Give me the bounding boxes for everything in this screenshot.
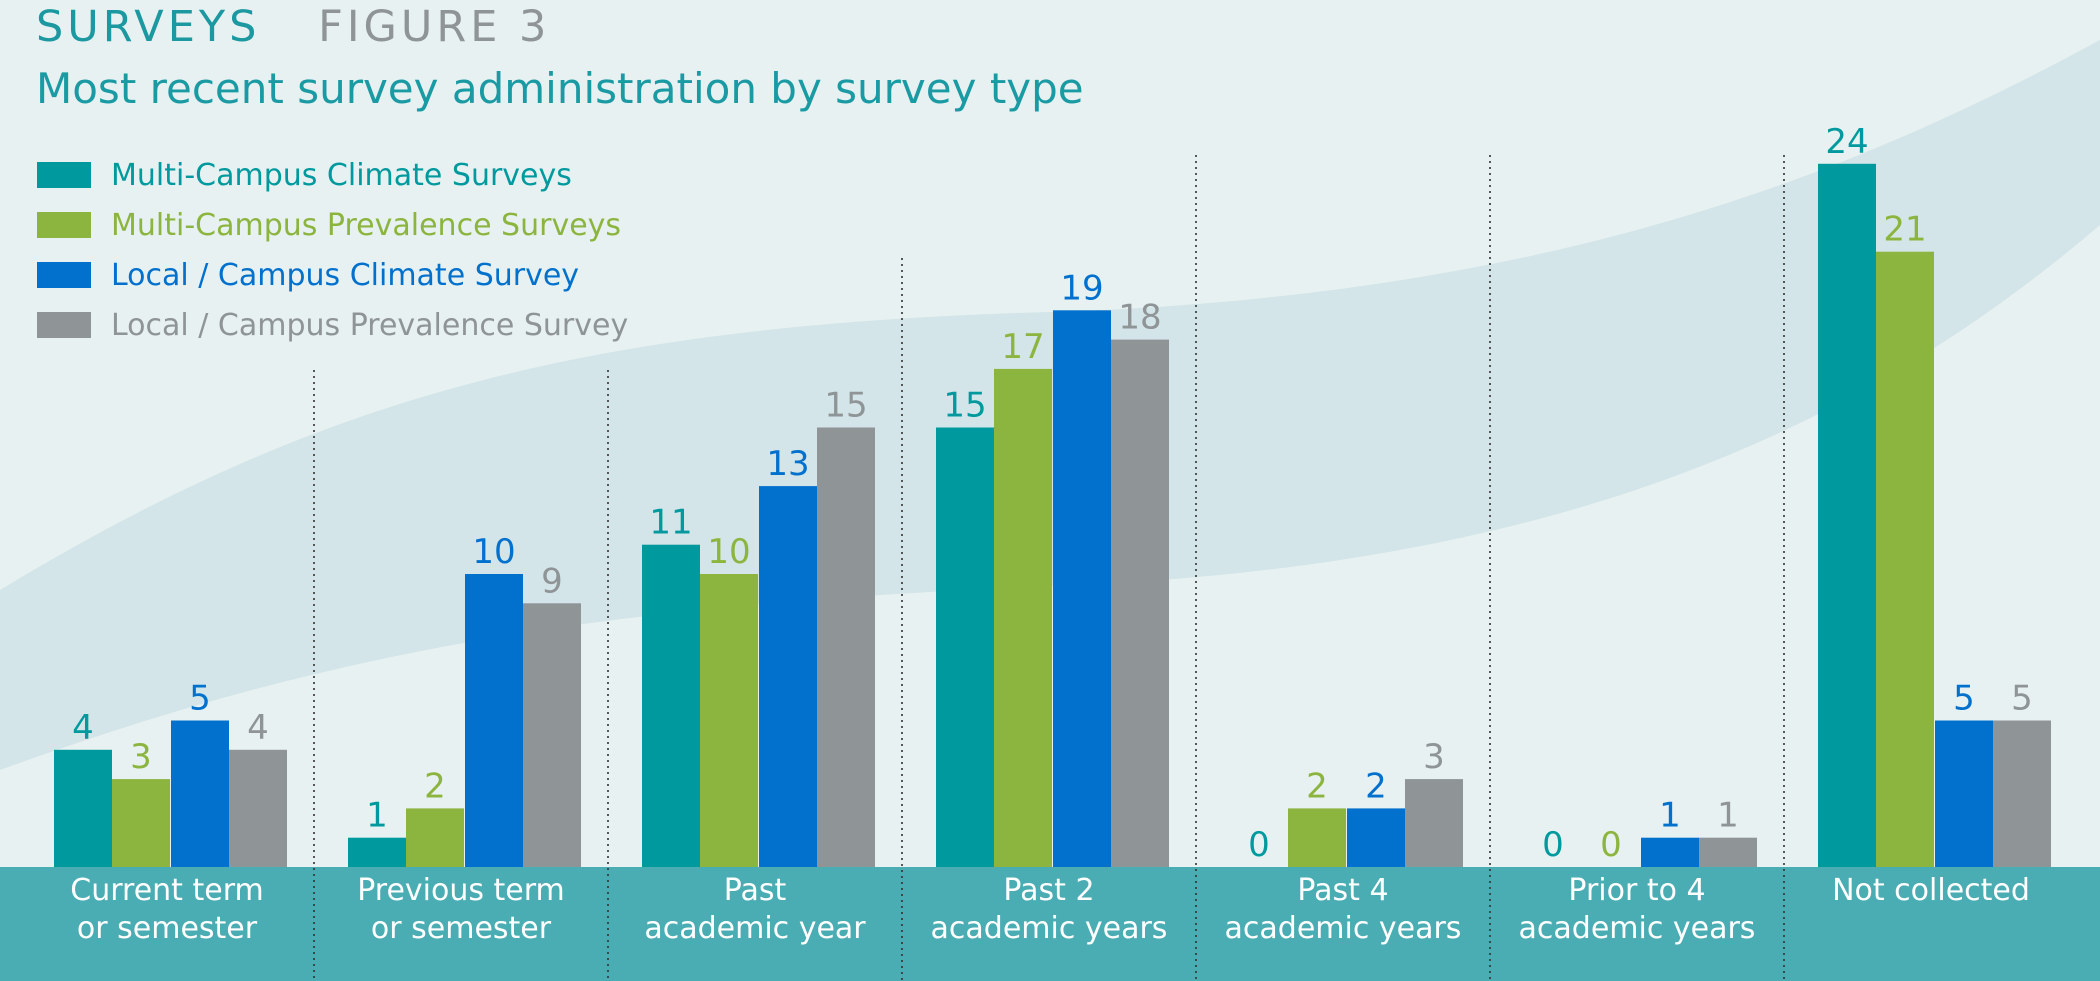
- bar-value-label: 1: [366, 796, 388, 836]
- bar: [994, 368, 1052, 867]
- bar: [1818, 163, 1876, 868]
- figure-number: FIGURE 3: [318, 2, 551, 52]
- bar: [1053, 310, 1111, 867]
- bar: [1288, 808, 1346, 867]
- legend-label: Local / Campus Climate Survey: [111, 257, 580, 293]
- bar-value-label: 5: [189, 679, 211, 719]
- bar: [1641, 837, 1699, 867]
- bar: [406, 808, 464, 867]
- category-label: Current term or semester: [70, 873, 263, 946]
- bar-value-label: 24: [1825, 122, 1868, 162]
- legend-item: Local / Campus Climate Survey: [37, 250, 628, 300]
- bar-value-label: 0: [1542, 825, 1564, 865]
- bar-value-label: 10: [707, 532, 750, 572]
- bar: [1405, 779, 1463, 867]
- bar-value-label: 2: [1365, 766, 1387, 806]
- bar-value-label: 15: [943, 386, 986, 426]
- legend-swatch: [37, 212, 91, 238]
- legend-item: Local / Campus Prevalence Survey: [37, 300, 628, 350]
- bar-value-label: 19: [1060, 268, 1103, 308]
- legend-item: Multi-Campus Prevalence Surveys: [37, 200, 628, 250]
- section-label: SURVEYS: [36, 2, 261, 52]
- category-dividers: [313, 155, 1785, 981]
- legend-swatch: [37, 312, 91, 338]
- bar-value-label: 3: [1423, 737, 1445, 777]
- category-labels: Current term or semester Previous term or s…: [70, 873, 2030, 946]
- bar: [936, 427, 994, 867]
- bar: [759, 486, 817, 867]
- bar: [1876, 251, 1934, 867]
- bar-value-label: 1: [1717, 796, 1739, 836]
- bar-value-label: 2: [424, 766, 446, 806]
- legend-label: Multi-Campus Climate Surveys: [111, 157, 572, 193]
- category-label: Past 2 academic years: [931, 873, 1168, 946]
- legend-label: Local / Campus Prevalence Survey: [111, 307, 629, 343]
- bar-value-label: 4: [247, 708, 269, 748]
- legend-label: Multi-Campus Prevalence Surveys: [111, 207, 622, 243]
- chart-title: Most recent survey administration by sur…: [36, 64, 1084, 113]
- category-label: Not collected: [1832, 873, 2030, 908]
- bar: [1111, 339, 1169, 868]
- bar-value-label: 17: [1001, 327, 1044, 367]
- legend-swatch: [37, 162, 91, 188]
- bar: [642, 544, 700, 867]
- category-label: Past 4 academic years: [1225, 873, 1462, 946]
- figure-header: SURVEYS FIGURE 3: [36, 2, 550, 52]
- bar: [1699, 837, 1757, 867]
- bar: [1347, 808, 1405, 867]
- bar: [700, 574, 758, 867]
- bar-value-label: 2: [1306, 766, 1328, 806]
- bar-value-label: 3: [130, 737, 152, 777]
- bar-marks: [54, 163, 2051, 868]
- bar-value-label: 5: [1953, 679, 1975, 719]
- bar-value-label: 15: [824, 386, 867, 426]
- bar-value-label: 4: [72, 708, 94, 748]
- bar-value-label: 13: [766, 444, 809, 484]
- bar: [1935, 720, 1993, 867]
- bar-value-label: 21: [1883, 210, 1926, 250]
- bar: [171, 720, 229, 867]
- bar-value-label: 5: [2011, 679, 2033, 719]
- category-label: Previous term or semester: [357, 873, 565, 946]
- bar: [1993, 720, 2051, 867]
- bar: [112, 779, 170, 867]
- bar: [229, 749, 287, 867]
- bar-value-label: 0: [1600, 825, 1622, 865]
- bar: [817, 427, 875, 867]
- bar: [54, 749, 112, 867]
- category-label: Prior to 4 academic years: [1519, 873, 1756, 946]
- legend-swatch: [37, 262, 91, 288]
- category-axis-bar: [0, 867, 2100, 981]
- bar-value-label: 1: [1659, 796, 1681, 836]
- bar: [523, 603, 581, 867]
- bar-value-label: 11: [649, 503, 692, 543]
- legend-item: Multi-Campus Climate Surveys: [37, 150, 628, 200]
- bar: [348, 837, 406, 867]
- bar-value-label: 9: [541, 561, 563, 601]
- bar-value-label: 0: [1248, 825, 1270, 865]
- chart-legend: Multi-Campus Climate Surveys Multi-Campus…: [37, 150, 628, 350]
- bar-value-label: 18: [1118, 298, 1161, 338]
- bar-value-label: 10: [472, 532, 515, 572]
- category-label: Past academic year: [644, 873, 866, 946]
- bar: [465, 574, 523, 867]
